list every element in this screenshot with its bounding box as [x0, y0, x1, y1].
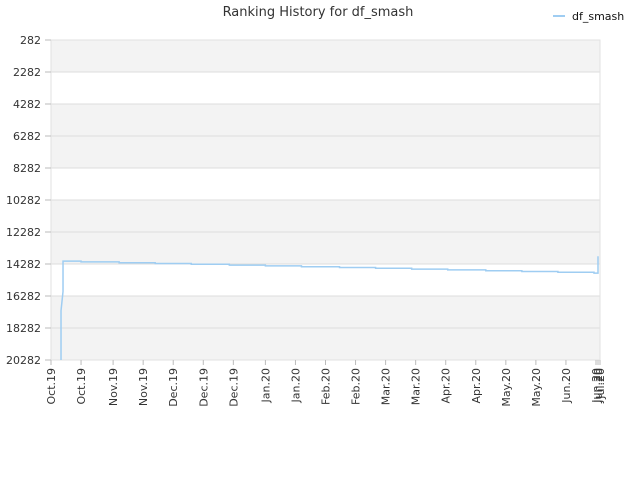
series-line-df_smash [60, 256, 599, 360]
y-tick-label: 282 [20, 34, 41, 47]
x-tick-label: Oct.19 [45, 368, 58, 405]
plot-band [51, 200, 600, 232]
plot-band [51, 72, 600, 104]
y-tick-label: 14282 [6, 258, 41, 271]
x-axis-ticks: Oct.19 Oct.19 Nov.19 Nov.19 Dec.19 Dec.19 Dec.… [45, 360, 607, 407]
chart-title: Ranking History for df_smash [223, 5, 414, 20]
x-tick-label: Dec.19 [227, 368, 240, 407]
x-tick-label: Feb.20 [350, 368, 363, 405]
x-tick-label: Dec.19 [197, 368, 210, 407]
y-tick-label: 20282 [6, 354, 41, 367]
plot-band [51, 40, 600, 72]
plot-band [51, 296, 600, 328]
x-tick-label: Feb.20 [320, 368, 333, 405]
plot-band [51, 328, 600, 360]
y-tick-label: 2282 [13, 66, 41, 79]
y-tick-label: 8282 [13, 162, 41, 175]
y-tick-label: 10282 [6, 194, 41, 207]
x-tick-label: Nov.19 [137, 368, 150, 406]
x-tick-label: Jul.20 [594, 368, 607, 400]
legend[interactable]: df_smash [553, 10, 624, 23]
x-tick-label: May.20 [530, 368, 543, 407]
y-tick-label: 4282 [13, 98, 41, 111]
x-tick-label: Jun.20 [560, 368, 573, 404]
x-tick-label: Jun.20 [590, 368, 603, 404]
y-axis-ticks: 282 2282 4282 6282 8282 10282 12282 14282 16282 1… [6, 34, 51, 367]
x-tick-label: Mar.20 [410, 368, 423, 405]
plot-band [51, 232, 600, 264]
x-tick-label: Jun.20 [592, 368, 605, 404]
plot-background-bands [51, 40, 600, 360]
x-tick-label: Jan.20 [289, 368, 302, 403]
plot-band [51, 168, 600, 200]
y-tick-label: 18282 [6, 322, 41, 335]
x-tick-label: Nov.19 [107, 368, 120, 406]
x-tick-label: Jan.20 [259, 368, 272, 403]
x-tick-label: Mar.20 [380, 368, 393, 405]
legend-label: df_smash [572, 10, 624, 23]
plot-band [51, 136, 600, 168]
y-tick-label: 6282 [13, 130, 41, 143]
series-layer [60, 256, 599, 360]
y-tick-label: 16282 [6, 290, 41, 303]
y-tick-label: 12282 [6, 226, 41, 239]
x-tick-label: Apr.20 [440, 368, 453, 404]
x-tick-label: May.20 [500, 368, 513, 407]
plot-band [51, 264, 600, 296]
x-tick-label: Dec.19 [167, 368, 180, 407]
plot-band [51, 104, 600, 136]
x-tick-label: Oct.19 [75, 368, 88, 405]
x-tick-label: Apr.20 [470, 368, 483, 404]
